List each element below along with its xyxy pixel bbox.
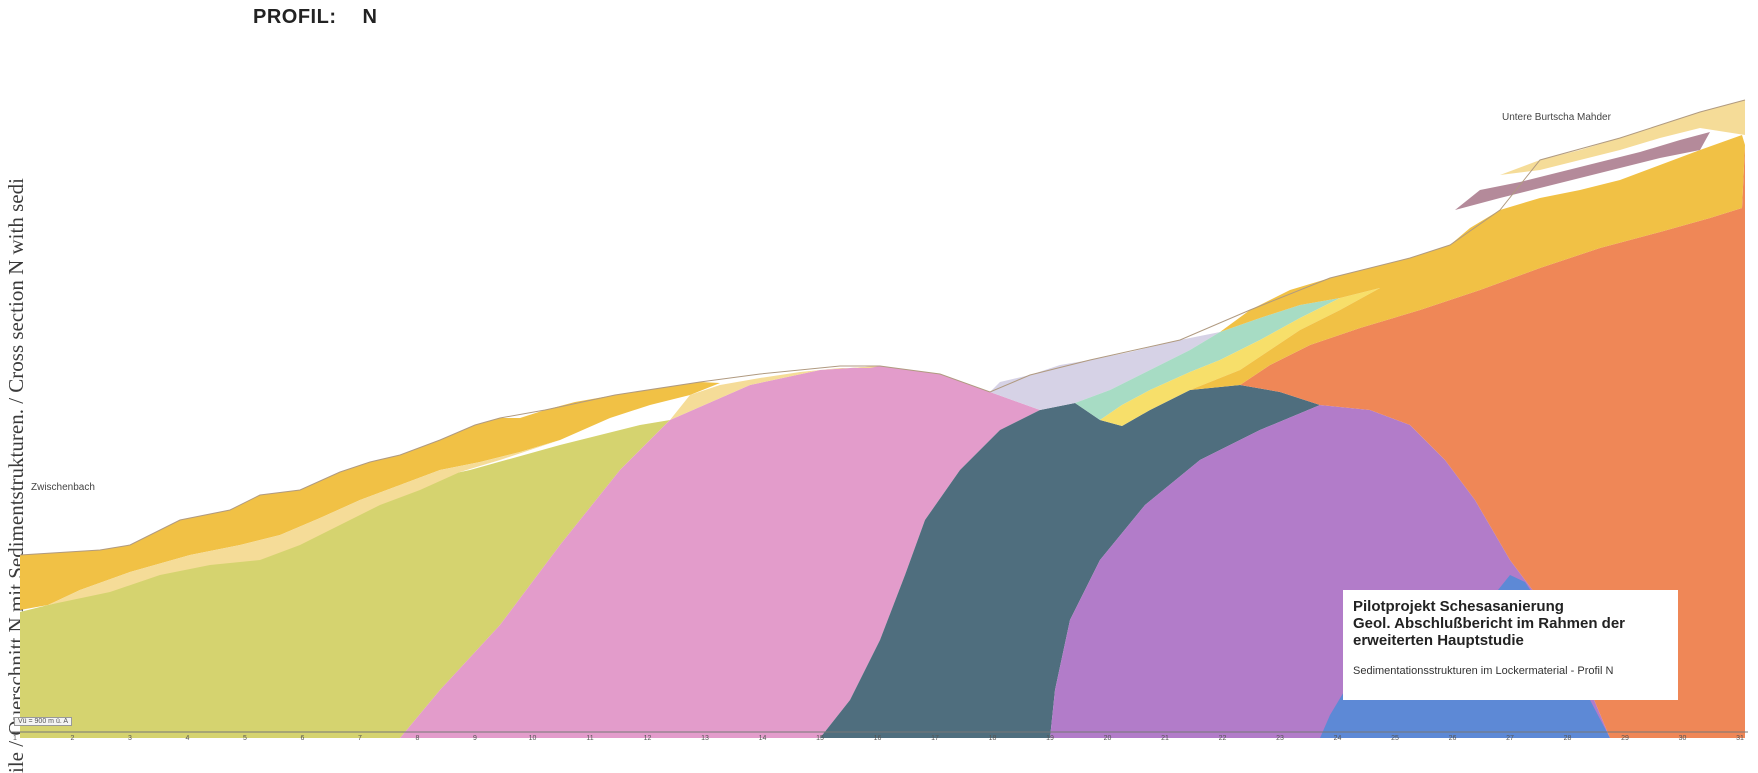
axis-tick-label: 1: [13, 735, 17, 742]
info-box-subtitle: Sedimentationsstrukturen im Lockermateri…: [1353, 665, 1614, 677]
axis-tick-label: 21: [1161, 735, 1169, 742]
layer-orange: [1240, 145, 1745, 738]
axis-tick-label: 2: [70, 735, 75, 742]
axis-tick-label: 23: [1276, 735, 1284, 742]
axis-tick-label: 24: [1333, 735, 1342, 742]
ground-surface-line: [19, 99, 1746, 556]
axis-tick-label: 6: [300, 735, 305, 742]
place-label-zwischenbach: Zwischenbach: [31, 482, 95, 493]
axis-tick-label: 3: [128, 735, 132, 742]
axis-tick-label: 11: [586, 735, 594, 742]
axis-tick-label: 16: [873, 735, 882, 742]
layer-olive: [20, 420, 670, 738]
axis-tick-label: 13: [701, 735, 709, 742]
axis-tick-label: 10: [528, 735, 537, 742]
layer-slate: [820, 385, 1320, 738]
info-box: Pilotprojekt Schesasanierung Geol. Absch…: [1343, 590, 1678, 700]
layer-aqua: [1075, 298, 1340, 420]
profile-title: PROFIL: N: [253, 6, 377, 29]
layer-lavender: [990, 332, 1220, 410]
layer-gold-right: [1190, 135, 1745, 390]
profile-title-value: N: [362, 6, 378, 28]
axis-tick-label: 8: [415, 735, 420, 742]
layer-cream-mid: [670, 366, 880, 420]
axis-tick-label: 27: [1506, 735, 1514, 742]
axis-tick-label: 31: [1736, 735, 1744, 742]
axis-tick-label: 19: [1046, 735, 1054, 742]
axis-tick-label: 5: [243, 735, 247, 742]
info-box-line-2: Geol. Abschlußbericht im Rahmen der: [1353, 615, 1625, 632]
axis-tick-label: 14: [758, 735, 767, 742]
axis-tick-label: 22: [1218, 735, 1227, 742]
axis-tick-label: 18: [988, 735, 997, 742]
axis-tick-label: 26: [1448, 735, 1457, 742]
place-label-untere-burtscha-mahder: Untere Burtscha Mahder: [1502, 112, 1611, 123]
layer-yellow-mid: [1100, 288, 1380, 426]
axis-tick-label: 25: [1391, 735, 1399, 742]
layer-gold-left: [20, 382, 720, 610]
axis-tick-label: 12: [643, 735, 652, 742]
axis-tick-label: 30: [1678, 735, 1687, 742]
profile-title-label: PROFIL:: [253, 6, 337, 28]
axis-tick-label: 20: [1103, 735, 1112, 742]
axis-tick-label: 28: [1563, 735, 1572, 742]
axis-tick-label: 7: [358, 735, 362, 742]
layer-pink: [400, 366, 1040, 738]
axis-tick-label: 17: [931, 735, 939, 742]
axis-tick-label: 29: [1621, 735, 1629, 742]
axis-tick-label: 4: [185, 735, 190, 742]
info-box-line-3: erweiterten Hauptstudie: [1353, 632, 1524, 649]
layer-cream-left: [48, 440, 560, 605]
info-box-line-1: Pilotprojekt Schesasanierung: [1353, 598, 1564, 615]
axis-tick-label: 15: [816, 735, 824, 742]
axis-tick-label: 9: [473, 735, 477, 742]
scale-note: Vü = 900 m ü. A: [14, 717, 73, 726]
layer-mauve: [1455, 132, 1710, 210]
